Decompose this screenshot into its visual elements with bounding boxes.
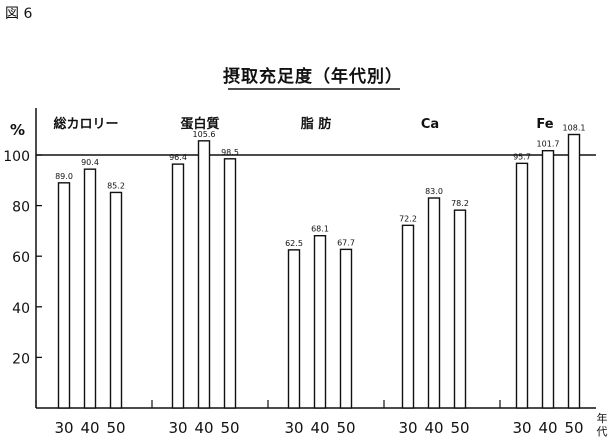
group-label: Ca xyxy=(421,117,439,132)
data-label: 85.2 xyxy=(107,181,125,190)
group-label: Fe xyxy=(536,117,553,132)
x-tick-label: 30 xyxy=(54,419,73,437)
x-tick-label: 50 xyxy=(106,419,125,437)
bar xyxy=(83,168,97,409)
y-tick-label: 20 xyxy=(12,351,30,367)
bar xyxy=(427,197,441,409)
bar xyxy=(287,249,301,409)
x-tick-label: 40 xyxy=(424,419,443,437)
x-tick-label: 30 xyxy=(168,419,187,437)
data-label: 78.2 xyxy=(451,199,469,208)
bar xyxy=(313,235,327,409)
bar xyxy=(339,248,353,409)
x-tick-label: 40 xyxy=(310,419,329,437)
data-label: 105.6 xyxy=(193,130,216,139)
x-tick-label: 40 xyxy=(80,419,99,437)
data-label: 83.0 xyxy=(425,187,443,196)
y-tick-label: 40 xyxy=(12,301,30,317)
chart-title: 摂取充足度（年代別） xyxy=(223,66,403,87)
x-tick-label: 50 xyxy=(564,419,583,437)
bar xyxy=(515,162,529,409)
bar xyxy=(57,182,71,409)
figure-label: 図 6 xyxy=(5,6,33,22)
bar xyxy=(109,191,123,409)
x-tick-label: 30 xyxy=(284,419,303,437)
data-label: 62.5 xyxy=(285,239,303,248)
bar xyxy=(541,149,555,409)
x-tick-label: 40 xyxy=(538,419,557,437)
x-tick-label: 40 xyxy=(194,419,213,437)
bar xyxy=(401,224,415,409)
x-tick-label: 30 xyxy=(398,419,417,437)
data-label: 98.5 xyxy=(221,148,239,157)
data-label: 96.4 xyxy=(169,153,187,162)
bar xyxy=(567,133,581,409)
data-label: 108.1 xyxy=(563,124,586,133)
data-label: 95.7 xyxy=(513,152,531,161)
bar xyxy=(171,163,185,409)
y-tick-label: 100 xyxy=(3,149,30,165)
x-tick-label: 50 xyxy=(220,419,239,437)
data-label: 68.1 xyxy=(311,225,329,234)
data-label: 90.4 xyxy=(81,158,99,167)
bar xyxy=(453,209,467,409)
data-label: 101.7 xyxy=(537,140,560,149)
x-tick-label: 50 xyxy=(450,419,469,437)
data-label: 72.2 xyxy=(399,214,417,223)
y-tick-label: 80 xyxy=(12,200,30,216)
y-tick-label: 60 xyxy=(12,250,30,266)
y-axis-label: % xyxy=(10,121,25,139)
bar xyxy=(197,140,211,409)
bar xyxy=(223,158,237,409)
group-label: 脂 肪 xyxy=(300,116,332,132)
group-label: 総カロリー xyxy=(53,116,118,132)
data-label: 67.7 xyxy=(337,238,355,247)
x-tick-label: 50 xyxy=(336,419,355,437)
x-tick-label: 30 xyxy=(512,419,531,437)
group-label: 蛋白質 xyxy=(180,116,219,132)
data-label: 89.0 xyxy=(55,172,73,181)
x-axis-label: 年 xyxy=(597,411,608,425)
x-axis-label: 代 xyxy=(597,425,608,438)
